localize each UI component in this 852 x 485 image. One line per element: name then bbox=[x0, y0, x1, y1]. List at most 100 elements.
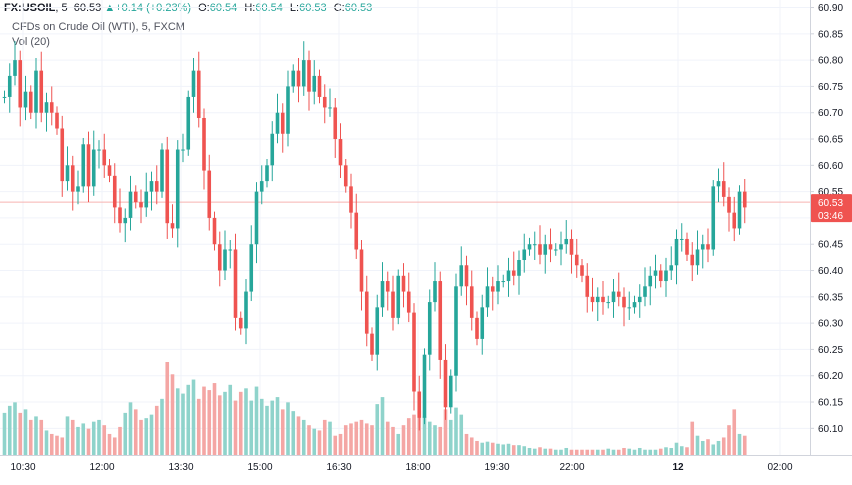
volume-bar bbox=[270, 400, 275, 455]
volume-bar bbox=[380, 397, 385, 455]
candle-body bbox=[349, 186, 353, 213]
candle-body bbox=[2, 96, 7, 98]
candle-body bbox=[380, 281, 385, 308]
candle-body bbox=[375, 307, 380, 355]
candle-body bbox=[737, 191, 742, 229]
volume-bar bbox=[191, 379, 196, 455]
y-tick-label: 60.25 bbox=[818, 345, 843, 356]
volume-bar bbox=[543, 448, 548, 455]
candle-body bbox=[553, 249, 558, 251]
x-tick-label: 12:00 bbox=[89, 462, 114, 473]
candle-body bbox=[259, 181, 264, 192]
volume-bar bbox=[422, 416, 427, 455]
y-tick-label: 60.65 bbox=[818, 135, 843, 146]
volume-bar bbox=[175, 388, 180, 455]
volume-bar bbox=[228, 384, 233, 455]
volume-indicator-label[interactable]: Vol (20) bbox=[12, 36, 50, 48]
candle-body bbox=[265, 165, 269, 182]
volume-bar bbox=[627, 448, 632, 455]
volume-bar bbox=[233, 400, 238, 455]
volume-bar bbox=[427, 421, 432, 455]
volume-bar bbox=[459, 414, 464, 455]
volume-bar bbox=[296, 416, 301, 455]
candle-body bbox=[438, 281, 443, 360]
candle-body bbox=[128, 191, 133, 218]
candle-body bbox=[622, 296, 626, 308]
candle-body bbox=[34, 70, 38, 113]
candle-body bbox=[548, 244, 553, 250]
candle-body bbox=[286, 86, 290, 134]
candle-body bbox=[322, 96, 327, 108]
volume-bar bbox=[632, 449, 637, 455]
candle-body bbox=[742, 191, 747, 208]
volume-bar bbox=[60, 437, 65, 455]
volume-bar bbox=[559, 449, 563, 455]
y-tick-label: 60.20 bbox=[818, 371, 843, 382]
candle-body bbox=[307, 60, 311, 92]
volume-bar bbox=[81, 423, 86, 455]
candle-body bbox=[154, 181, 159, 192]
volume-bar bbox=[548, 448, 553, 455]
volume-bar bbox=[475, 440, 479, 455]
volume-bar bbox=[727, 425, 731, 455]
candle-body bbox=[39, 70, 44, 113]
volume-bar bbox=[107, 433, 112, 455]
volume-bar bbox=[34, 416, 38, 455]
candle-body bbox=[359, 249, 364, 292]
volume-bar bbox=[490, 442, 495, 455]
candle-body bbox=[643, 286, 647, 297]
candle-body bbox=[112, 175, 117, 208]
volume-bar bbox=[737, 433, 742, 455]
series-description: CFDs on Crude Oil (WTI), 5, FXCM bbox=[12, 21, 185, 33]
volume-bar bbox=[590, 449, 595, 455]
volume-bar bbox=[254, 386, 259, 455]
volume-bar bbox=[76, 426, 80, 455]
volume-bar bbox=[44, 430, 49, 455]
volume-bar bbox=[170, 374, 175, 455]
candle-body bbox=[679, 238, 684, 240]
x-tick-label: 02:00 bbox=[767, 462, 792, 473]
y-tick-label: 60.90 bbox=[818, 3, 843, 14]
volume-bar bbox=[375, 404, 380, 455]
candle-body bbox=[406, 291, 411, 313]
volume-bar bbox=[611, 449, 616, 455]
candle-body bbox=[165, 149, 170, 224]
volume-bar bbox=[385, 421, 390, 455]
candle-body bbox=[543, 244, 548, 255]
volume-bar bbox=[401, 425, 406, 455]
candle-body bbox=[480, 307, 485, 339]
candle-body bbox=[70, 165, 75, 192]
candle-body bbox=[196, 70, 201, 118]
candle-body bbox=[501, 281, 506, 283]
volume-bar bbox=[139, 419, 143, 455]
candle-body bbox=[711, 186, 716, 250]
volume-bar bbox=[49, 433, 54, 455]
candle-body bbox=[454, 286, 458, 376]
volume-bar bbox=[396, 433, 401, 455]
candle-body bbox=[538, 244, 542, 255]
volume-bar bbox=[585, 449, 590, 455]
candle-body bbox=[86, 144, 91, 187]
candle-body bbox=[412, 312, 416, 392]
y-tick-label: 60.60 bbox=[818, 161, 843, 172]
volume-bar bbox=[123, 412, 128, 455]
candle-body bbox=[133, 191, 138, 203]
volume-bar bbox=[55, 435, 59, 455]
volume-bar bbox=[112, 437, 117, 455]
volume-bar bbox=[364, 423, 369, 455]
candle-body bbox=[448, 375, 453, 408]
volume-bar bbox=[700, 440, 705, 455]
volume-bar bbox=[564, 447, 569, 455]
candle-body bbox=[123, 217, 128, 224]
candle-body bbox=[695, 249, 700, 266]
volume-bar bbox=[485, 441, 490, 455]
candle-body bbox=[590, 296, 595, 303]
volume-bar bbox=[391, 426, 395, 455]
candle-body bbox=[102, 149, 107, 166]
volume-bar bbox=[580, 449, 584, 455]
volume-bar bbox=[275, 397, 280, 455]
y-tick-label: 60.55 bbox=[818, 187, 843, 198]
volume-bar bbox=[706, 439, 710, 455]
volume-bar bbox=[328, 421, 332, 455]
